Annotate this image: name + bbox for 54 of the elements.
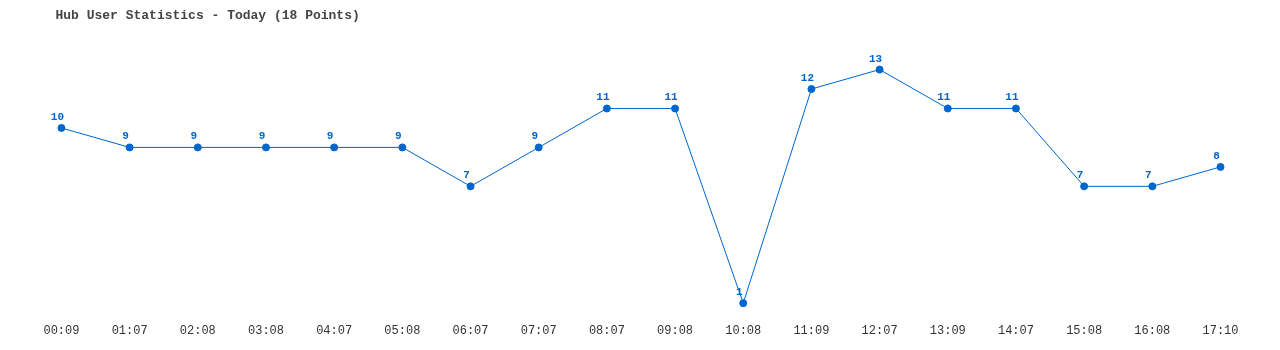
x-tick-label: 02:08 — [179, 323, 216, 338]
data-label: 9 — [122, 130, 129, 143]
x-tick-label: 14:07 — [997, 323, 1034, 338]
point — [943, 104, 952, 113]
x-tick-label: 16:08 — [1134, 323, 1171, 338]
point — [193, 143, 202, 152]
point — [1148, 182, 1157, 191]
point — [125, 143, 134, 152]
point — [330, 143, 339, 152]
data-label: 8 — [1213, 149, 1221, 162]
x-tick-label: 03:08 — [247, 323, 284, 338]
data-label: 7 — [1145, 169, 1152, 182]
point — [602, 104, 611, 113]
data-label: 11 — [937, 91, 951, 104]
point — [398, 143, 407, 152]
x-tick-label: 01:07 — [111, 323, 148, 338]
x-tick-label: 06:07 — [452, 323, 489, 338]
data-label: 9 — [326, 130, 334, 143]
point — [261, 143, 270, 152]
x-tick-label: 13:09 — [929, 323, 966, 338]
point — [534, 143, 543, 152]
x-tick-label: 12:07 — [861, 323, 898, 338]
data-label: 7 — [463, 169, 470, 182]
data-label: 9 — [395, 130, 402, 143]
data-label: 10 — [50, 110, 65, 123]
x-tick-label: 11:09 — [793, 323, 830, 338]
point — [671, 104, 680, 113]
point — [57, 123, 66, 132]
x-tick-label: 17:10 — [1202, 323, 1239, 338]
data-label: 11 — [664, 91, 679, 104]
point — [1216, 162, 1225, 171]
x-tick-label: 08:07 — [588, 323, 625, 338]
point — [1080, 182, 1089, 191]
x-tick-label: 05:08 — [384, 323, 421, 338]
point — [875, 65, 884, 74]
data-label: 7 — [1076, 169, 1084, 182]
chart-title: Hub User Statistics - Today (18 Points) — [55, 7, 360, 23]
point — [466, 182, 475, 191]
x-tick-label: 10:08 — [725, 323, 762, 338]
data-label: 13 — [869, 52, 883, 65]
data-label: 11 — [596, 91, 610, 104]
data-label: 12 — [800, 72, 815, 85]
x-tick-label: 00:09 — [43, 323, 80, 338]
point — [1011, 104, 1020, 113]
x-tick-label: 09:08 — [657, 323, 694, 338]
x-tick-label: 04:07 — [316, 323, 353, 338]
data-label: 9 — [190, 130, 198, 143]
x-tick-label: 07:07 — [520, 323, 557, 338]
data-label: 11 — [1005, 91, 1019, 104]
data-label: 9 — [531, 130, 539, 143]
point — [739, 299, 748, 308]
point — [807, 85, 816, 94]
x-tick-label: 15:08 — [1066, 323, 1103, 338]
data-label: 9 — [258, 130, 266, 143]
